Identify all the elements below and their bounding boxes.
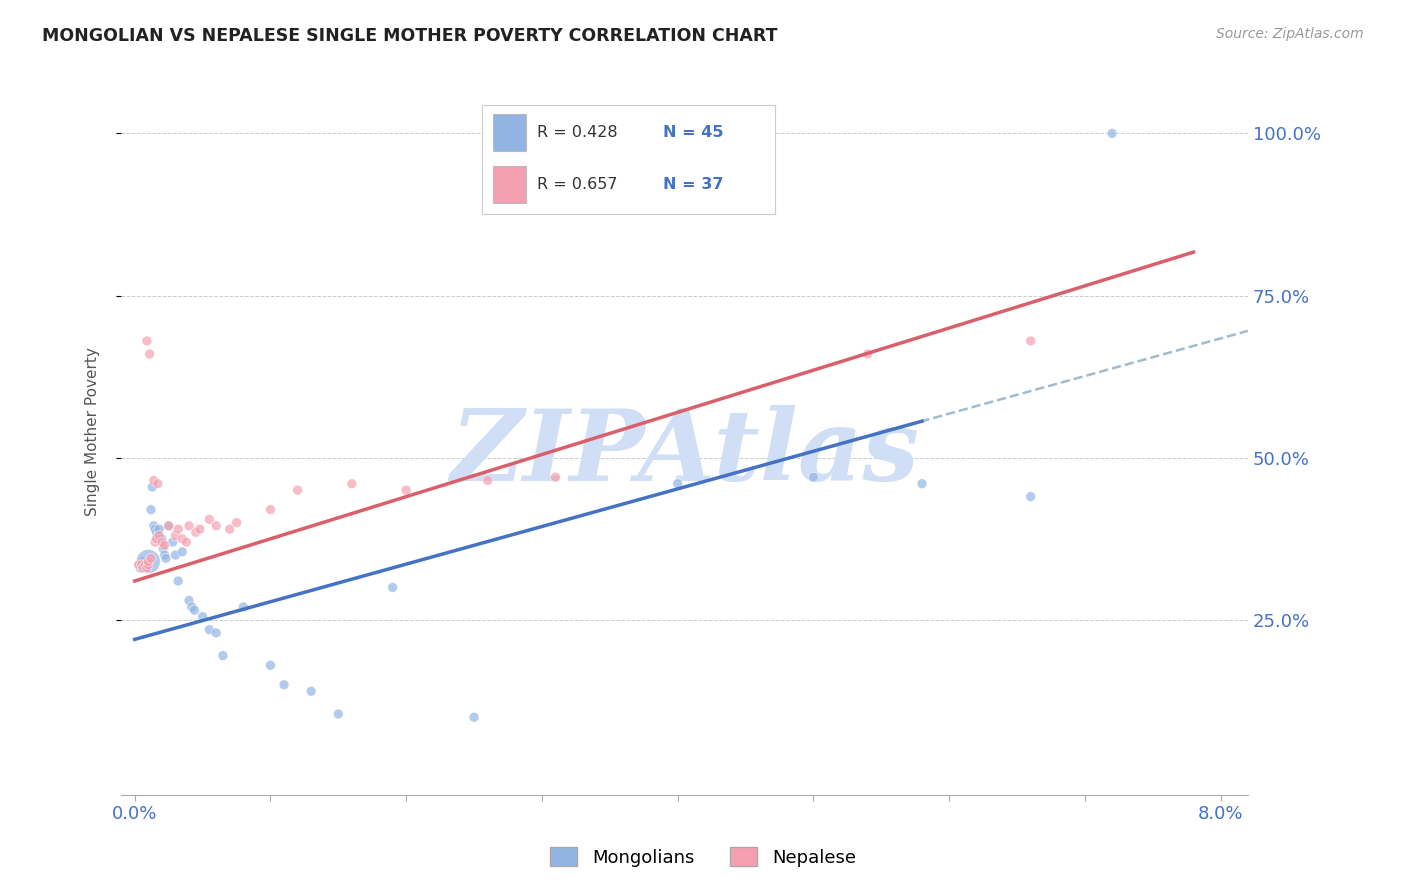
Point — [184, 525, 207, 540]
Point — [157, 519, 180, 533]
Point — [135, 334, 157, 348]
Point — [148, 528, 170, 542]
Point — [803, 470, 825, 484]
Point — [232, 599, 254, 614]
Point — [145, 532, 167, 546]
Point — [205, 626, 228, 640]
Point — [143, 535, 166, 549]
Point — [141, 480, 163, 494]
Point — [132, 555, 155, 569]
Point — [172, 545, 194, 559]
Point — [273, 678, 295, 692]
Point — [1019, 334, 1042, 348]
Point — [381, 581, 404, 595]
Point — [191, 609, 214, 624]
Point — [162, 535, 184, 549]
Point — [328, 706, 350, 721]
Point — [911, 476, 934, 491]
Point — [212, 648, 235, 663]
Point — [135, 561, 157, 575]
Point — [1019, 490, 1042, 504]
Point — [135, 561, 157, 575]
Point — [167, 574, 190, 588]
Point — [129, 561, 152, 575]
Point — [259, 658, 281, 673]
Point — [259, 502, 281, 516]
Point — [135, 558, 157, 572]
Text: MONGOLIAN VS NEPALESE SINGLE MOTHER POVERTY CORRELATION CHART: MONGOLIAN VS NEPALESE SINGLE MOTHER POVE… — [42, 27, 778, 45]
Point — [136, 558, 159, 572]
Point — [136, 555, 159, 569]
Point — [463, 710, 485, 724]
Point — [544, 470, 567, 484]
Point — [165, 548, 187, 562]
Point — [153, 548, 176, 562]
Point — [139, 502, 162, 516]
Point — [165, 528, 187, 542]
Point — [134, 561, 156, 575]
Point — [666, 476, 689, 491]
Point — [149, 532, 172, 546]
Point — [153, 538, 176, 552]
Point — [174, 535, 197, 549]
Point — [142, 519, 165, 533]
Y-axis label: Single Mother Poverty: Single Mother Poverty — [86, 347, 100, 516]
Text: ZIPAtlas: ZIPAtlas — [450, 405, 920, 502]
Point — [146, 476, 169, 491]
Point — [198, 512, 221, 526]
Point — [136, 558, 159, 572]
Point — [188, 522, 211, 536]
Point — [139, 551, 162, 566]
Point — [205, 519, 228, 533]
Point — [132, 561, 155, 575]
Point — [340, 476, 363, 491]
Point — [856, 347, 879, 361]
Point — [148, 522, 170, 536]
Point — [128, 558, 150, 572]
Text: Source: ZipAtlas.com: Source: ZipAtlas.com — [1216, 27, 1364, 41]
Point — [142, 474, 165, 488]
Point — [1101, 127, 1123, 141]
Point — [157, 519, 180, 533]
Point — [138, 347, 160, 361]
Point — [395, 483, 418, 498]
Point — [143, 522, 166, 536]
Point — [150, 532, 173, 546]
Point — [183, 603, 205, 617]
Point — [136, 555, 159, 569]
Point — [135, 558, 157, 572]
Point — [146, 528, 169, 542]
Point — [152, 541, 174, 556]
Point — [180, 599, 202, 614]
Point — [198, 623, 221, 637]
Point — [131, 558, 153, 572]
Point — [145, 525, 167, 540]
Point — [218, 522, 240, 536]
Point — [477, 474, 499, 488]
Point — [155, 551, 177, 566]
Point — [150, 535, 173, 549]
Point — [131, 558, 153, 572]
Point — [177, 593, 200, 607]
Point — [225, 516, 247, 530]
Point — [177, 519, 200, 533]
Legend: Mongolians, Nepalese: Mongolians, Nepalese — [543, 840, 863, 874]
Point — [172, 532, 194, 546]
Point — [128, 558, 150, 572]
Point — [167, 522, 190, 536]
Point — [287, 483, 309, 498]
Point — [299, 684, 322, 698]
